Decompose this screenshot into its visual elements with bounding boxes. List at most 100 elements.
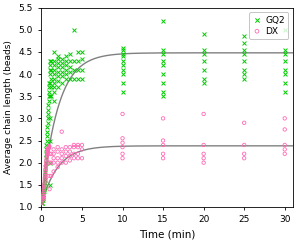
- DX: [242, 121, 247, 125]
- GQ2: [55, 65, 60, 69]
- GQ2: [63, 59, 68, 63]
- GQ2: [161, 48, 165, 52]
- GQ2: [242, 34, 247, 38]
- GQ2: [42, 187, 46, 191]
- GQ2: [55, 70, 60, 74]
- DX: [42, 176, 47, 180]
- GQ2: [49, 77, 53, 81]
- GQ2: [47, 81, 52, 85]
- DX: [201, 152, 206, 156]
- GQ2: [59, 70, 64, 74]
- DX: [242, 152, 247, 156]
- GQ2: [67, 70, 72, 74]
- GQ2: [49, 68, 53, 72]
- DX: [67, 145, 72, 149]
- DX: [67, 154, 72, 158]
- DX: [45, 154, 49, 158]
- GQ2: [67, 77, 72, 81]
- GQ2: [51, 81, 56, 85]
- DX: [40, 201, 45, 204]
- GQ2: [44, 147, 49, 151]
- GQ2: [40, 198, 45, 202]
- DX: [282, 147, 287, 151]
- DX: [161, 139, 165, 142]
- DX: [67, 159, 72, 163]
- GQ2: [72, 28, 76, 32]
- GQ2: [120, 54, 125, 58]
- GQ2: [282, 68, 287, 72]
- DX: [49, 161, 53, 165]
- GQ2: [45, 116, 50, 120]
- DX: [75, 145, 80, 149]
- GQ2: [282, 28, 287, 32]
- GQ2: [47, 85, 51, 89]
- DX: [41, 192, 46, 196]
- GQ2: [47, 81, 52, 85]
- DX: [242, 156, 247, 160]
- GQ2: [51, 50, 56, 54]
- DX: [80, 147, 84, 151]
- GQ2: [47, 94, 52, 98]
- DX: [44, 159, 49, 163]
- GQ2: [72, 59, 76, 63]
- GQ2: [42, 185, 47, 189]
- DX: [45, 152, 50, 156]
- GQ2: [47, 116, 52, 120]
- DX: [63, 154, 68, 158]
- GQ2: [44, 139, 49, 142]
- DX: [44, 156, 49, 160]
- GQ2: [42, 178, 47, 182]
- DX: [201, 161, 206, 165]
- DX: [47, 174, 52, 178]
- GQ2: [41, 192, 46, 196]
- DX: [120, 145, 125, 149]
- GQ2: [63, 77, 68, 81]
- DX: [120, 136, 125, 140]
- GQ2: [63, 68, 68, 72]
- DX: [75, 152, 80, 156]
- DX: [45, 151, 50, 155]
- DX: [47, 187, 52, 191]
- DX: [282, 152, 287, 156]
- GQ2: [47, 90, 51, 94]
- GQ2: [120, 81, 125, 85]
- DX: [42, 178, 47, 182]
- DX: [72, 145, 76, 149]
- GQ2: [41, 190, 46, 193]
- DX: [41, 194, 45, 198]
- GQ2: [120, 46, 125, 50]
- GQ2: [242, 77, 247, 81]
- GQ2: [75, 68, 80, 72]
- GQ2: [120, 63, 125, 67]
- DX: [72, 152, 76, 156]
- DX: [42, 183, 47, 187]
- GQ2: [161, 90, 165, 94]
- GQ2: [59, 65, 64, 69]
- DX: [44, 165, 48, 169]
- GQ2: [42, 181, 47, 184]
- GQ2: [201, 77, 206, 81]
- GQ2: [63, 63, 68, 67]
- GQ2: [51, 90, 56, 94]
- GQ2: [120, 48, 125, 52]
- GQ2: [161, 63, 165, 67]
- DX: [51, 156, 56, 160]
- GQ2: [120, 72, 125, 76]
- GQ2: [75, 59, 80, 63]
- DX: [161, 152, 165, 156]
- GQ2: [47, 63, 52, 67]
- GQ2: [72, 77, 76, 81]
- GQ2: [44, 143, 49, 147]
- GQ2: [47, 72, 52, 76]
- GQ2: [63, 54, 68, 58]
- GQ2: [242, 52, 247, 56]
- DX: [201, 156, 206, 160]
- X-axis label: Time (min): Time (min): [139, 230, 195, 240]
- DX: [40, 196, 45, 200]
- DX: [59, 156, 64, 160]
- GQ2: [120, 68, 125, 72]
- GQ2: [120, 59, 125, 63]
- DX: [40, 198, 45, 202]
- GQ2: [201, 48, 206, 52]
- GQ2: [51, 59, 56, 63]
